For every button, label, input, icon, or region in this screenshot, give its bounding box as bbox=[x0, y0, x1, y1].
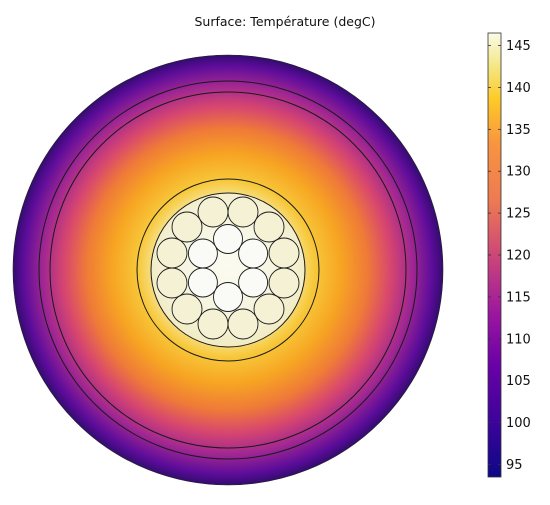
colorbar-tick-label: 125 bbox=[506, 207, 531, 222]
conductor-strand bbox=[227, 196, 259, 228]
colorbar-tick-label: 140 bbox=[506, 81, 531, 96]
conductor-strand bbox=[171, 211, 203, 243]
colorbar-tick-label: 120 bbox=[506, 249, 531, 264]
conductor-strand bbox=[268, 237, 300, 269]
sheath-outer-boundary bbox=[38, 80, 418, 460]
colorbar-tick-label: 115 bbox=[506, 290, 531, 305]
colorbar-tick-label: 100 bbox=[506, 416, 531, 431]
conductor-strands bbox=[156, 196, 300, 340]
colorbar-tick-label: 105 bbox=[506, 374, 531, 389]
conductor-strand bbox=[253, 211, 285, 243]
insulation-outer-boundary bbox=[136, 178, 320, 362]
conductor-strand bbox=[238, 238, 269, 269]
colorbar-tick-label: 135 bbox=[506, 123, 531, 138]
conductor-strand bbox=[238, 267, 269, 298]
conductor-strand bbox=[197, 308, 229, 340]
colorbar-tick-label: 130 bbox=[506, 165, 531, 180]
conductor-strand bbox=[197, 196, 229, 228]
conductor-strand bbox=[187, 267, 218, 298]
conductor-strand bbox=[187, 238, 218, 269]
plot-title: Surface: Température (degC) bbox=[194, 14, 376, 29]
colorbar-ticks: 145 140 135 130 125 120 115 110 105 100 95 bbox=[488, 39, 531, 473]
colorbar-tick-label: 95 bbox=[506, 458, 523, 473]
conductor-strand bbox=[268, 267, 300, 299]
conductor-strand bbox=[253, 293, 285, 325]
conductor-strand bbox=[156, 267, 188, 299]
sheath-inner-boundary bbox=[49, 91, 407, 449]
colorbar-tick-label: 110 bbox=[506, 332, 531, 347]
conductor-strand bbox=[227, 308, 259, 340]
colorbar-tick-label: 145 bbox=[506, 39, 531, 54]
conductor-strand bbox=[213, 224, 243, 254]
conductor-strand bbox=[213, 282, 243, 312]
conductor-strand bbox=[156, 237, 188, 269]
conductor-strand bbox=[171, 293, 203, 325]
